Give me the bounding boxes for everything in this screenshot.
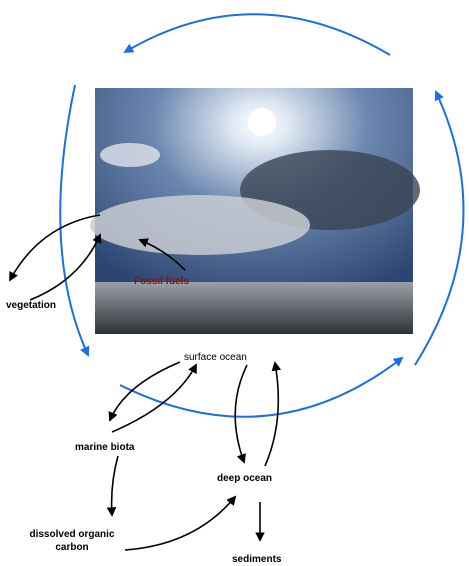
flux-arrow	[125, 497, 235, 550]
node-label: marine biota	[75, 442, 135, 453]
node-label: surface ocean	[184, 352, 247, 363]
node-label: dissolved organic	[29, 529, 114, 540]
flux-arrow	[10, 215, 100, 280]
node-label: sediments	[232, 554, 282, 565]
cycle-arrow	[415, 92, 463, 365]
flux-arrow	[30, 235, 100, 300]
cycle-arrow	[60, 85, 88, 355]
diagram: Fossil fuels vegetation surface ocean ma…	[0, 0, 469, 566]
flux-arrow	[110, 362, 180, 420]
flux-arrow	[235, 365, 247, 462]
node-label: deep ocean	[217, 473, 272, 484]
node-label: carbon	[55, 542, 88, 553]
node-label: vegetation	[6, 300, 56, 311]
flux-arrow	[112, 456, 118, 515]
cycle-arrow	[125, 14, 390, 55]
cycle-arrow	[120, 358, 402, 417]
photo	[90, 88, 420, 334]
node-label: Fossil fuels	[134, 276, 189, 287]
